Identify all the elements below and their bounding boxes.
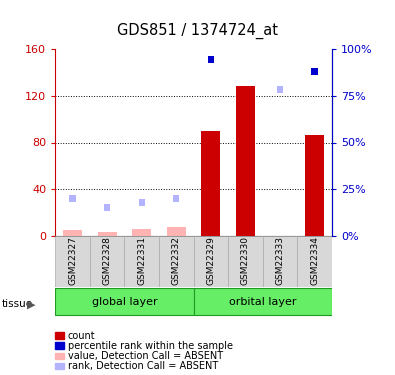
Bar	[98, 231, 117, 236]
Text: GSM22332: GSM22332	[172, 236, 181, 285]
Text: global layer: global layer	[92, 297, 157, 307]
Bar	[208, 56, 214, 63]
Bar	[132, 229, 151, 236]
Bar	[236, 86, 255, 236]
Bar	[277, 86, 283, 93]
Text: GSM22329: GSM22329	[206, 236, 215, 285]
FancyBboxPatch shape	[90, 236, 124, 287]
Text: GSM22330: GSM22330	[241, 236, 250, 285]
Text: tissue: tissue	[2, 299, 33, 309]
Text: percentile rank within the sample: percentile rank within the sample	[68, 341, 233, 351]
FancyBboxPatch shape	[159, 236, 194, 287]
Text: GDS851 / 1374724_at: GDS851 / 1374724_at	[117, 23, 278, 39]
Text: rank, Detection Call = ABSENT: rank, Detection Call = ABSENT	[68, 361, 218, 371]
Text: GSM22333: GSM22333	[275, 236, 284, 285]
Bar	[70, 195, 76, 202]
Bar	[311, 68, 318, 75]
FancyBboxPatch shape	[55, 236, 90, 287]
FancyBboxPatch shape	[124, 236, 159, 287]
Text: GSM22334: GSM22334	[310, 236, 319, 285]
Bar	[167, 227, 186, 236]
FancyBboxPatch shape	[55, 288, 194, 315]
FancyBboxPatch shape	[297, 236, 332, 287]
Text: GSM22331: GSM22331	[137, 236, 146, 285]
Text: GSM22328: GSM22328	[103, 236, 112, 285]
Bar	[201, 131, 220, 236]
FancyBboxPatch shape	[263, 236, 297, 287]
Bar	[104, 204, 110, 212]
FancyBboxPatch shape	[194, 288, 332, 315]
Text: GSM22327: GSM22327	[68, 236, 77, 285]
Bar	[139, 199, 145, 206]
FancyBboxPatch shape	[228, 236, 263, 287]
Text: ▶: ▶	[27, 300, 36, 309]
FancyBboxPatch shape	[194, 236, 228, 287]
Bar	[173, 195, 179, 202]
Bar	[63, 230, 82, 236]
Bar	[242, 30, 248, 37]
Text: count: count	[68, 331, 96, 340]
Text: value, Detection Call = ABSENT: value, Detection Call = ABSENT	[68, 351, 223, 361]
Text: orbital layer: orbital layer	[229, 297, 296, 307]
Bar	[305, 135, 324, 236]
